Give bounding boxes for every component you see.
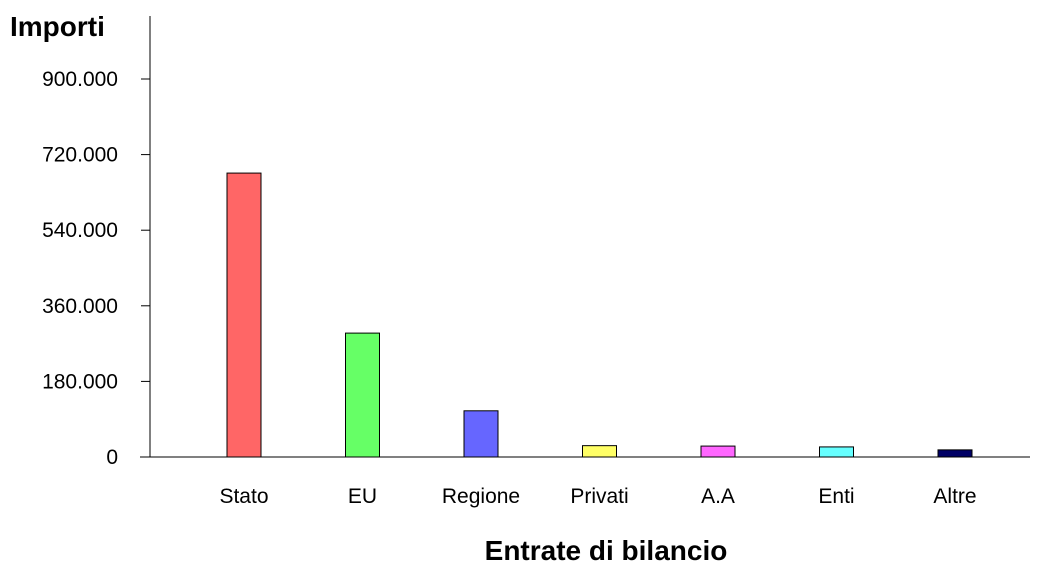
x-tick-label: Privati (570, 485, 628, 508)
bar-stato (226, 172, 262, 458)
y-tick-label: 900.000 (42, 68, 118, 91)
x-tick-label: Altre (933, 485, 976, 508)
bar-altre (937, 449, 973, 458)
bar-regione (463, 410, 499, 458)
x-tick-label: Stato (219, 485, 268, 508)
x-tick-label: A.A (701, 485, 735, 508)
bar-a-a (700, 445, 736, 458)
x-axis-title: Entrate di bilancio (485, 535, 728, 566)
y-axis-title: Importi (10, 11, 105, 42)
y-tick-label: 0 (106, 446, 118, 469)
y-tick-label: 540.000 (42, 219, 118, 242)
x-tick-label: Enti (818, 485, 854, 508)
y-tick-label: 180.000 (42, 370, 118, 393)
bar-privati (582, 445, 617, 458)
bar-eu (345, 332, 380, 458)
bar-enti (819, 446, 854, 458)
x-tick-label: Regione (442, 485, 520, 508)
y-tick-label: 720.000 (42, 144, 118, 167)
y-tick-label: 360.000 (42, 295, 118, 318)
plot-area: 0 180.000 360.000 540.000 720.000 900.000 Stat… (42, 16, 1030, 508)
x-tick-label: EU (348, 485, 377, 508)
